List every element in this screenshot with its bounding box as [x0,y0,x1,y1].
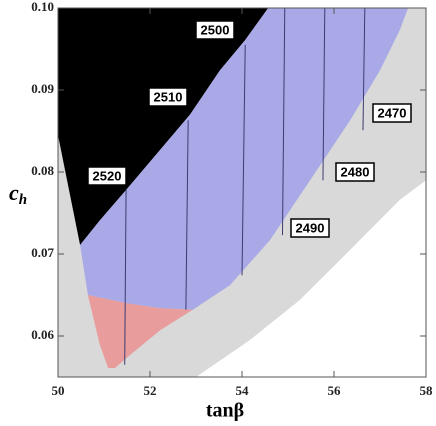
contour-label-box [87,166,127,186]
y-tick-label: 0.06 [31,327,54,342]
contour-label: 2520 [87,166,127,186]
contour-label-text: 2510 [154,89,183,104]
contour-line [322,7,326,181]
contour-label-box [148,87,188,107]
contour-line [281,7,286,236]
y-tick-label: 0.07 [31,245,54,260]
x-tick-label: 58 [420,383,434,398]
contour-line [124,190,127,365]
contour-label-text: 2500 [201,22,230,37]
contour-line [241,44,246,276]
y-axis-label: ch [9,180,27,208]
contour-label-text: 2520 [93,168,122,183]
x-tick-label: 54 [236,383,250,398]
contour-label: 2470 [372,103,412,123]
contour-label-box [335,162,375,182]
x-axis-label: tanβ [206,400,244,422]
contour-line [185,120,189,310]
contour-label-box [290,218,330,238]
contour-label: 2510 [148,87,188,107]
y-tick-label: 0.10 [31,0,54,14]
x-tick-label: 52 [144,383,157,398]
contour-label: 2500 [195,20,235,40]
y-tick-label: 0.09 [31,81,54,96]
region [87,295,193,368]
contour-label-text: 2480 [341,164,370,179]
contour-line [362,7,366,131]
y-axis-label-sub: h [19,192,27,208]
x-tick-label: 56 [328,383,342,398]
contour-label: 2480 [335,162,375,182]
contour-label-box [372,103,412,123]
x-tick-label: 50 [52,383,65,398]
contour-label-text: 2490 [296,220,325,235]
contour-label: 2490 [290,218,330,238]
region [196,180,426,377]
y-tick-label: 0.08 [31,163,54,178]
contour-label-box [195,20,235,40]
contour-label-text: 2470 [378,105,407,120]
y-axis-label-main: c [9,180,19,205]
